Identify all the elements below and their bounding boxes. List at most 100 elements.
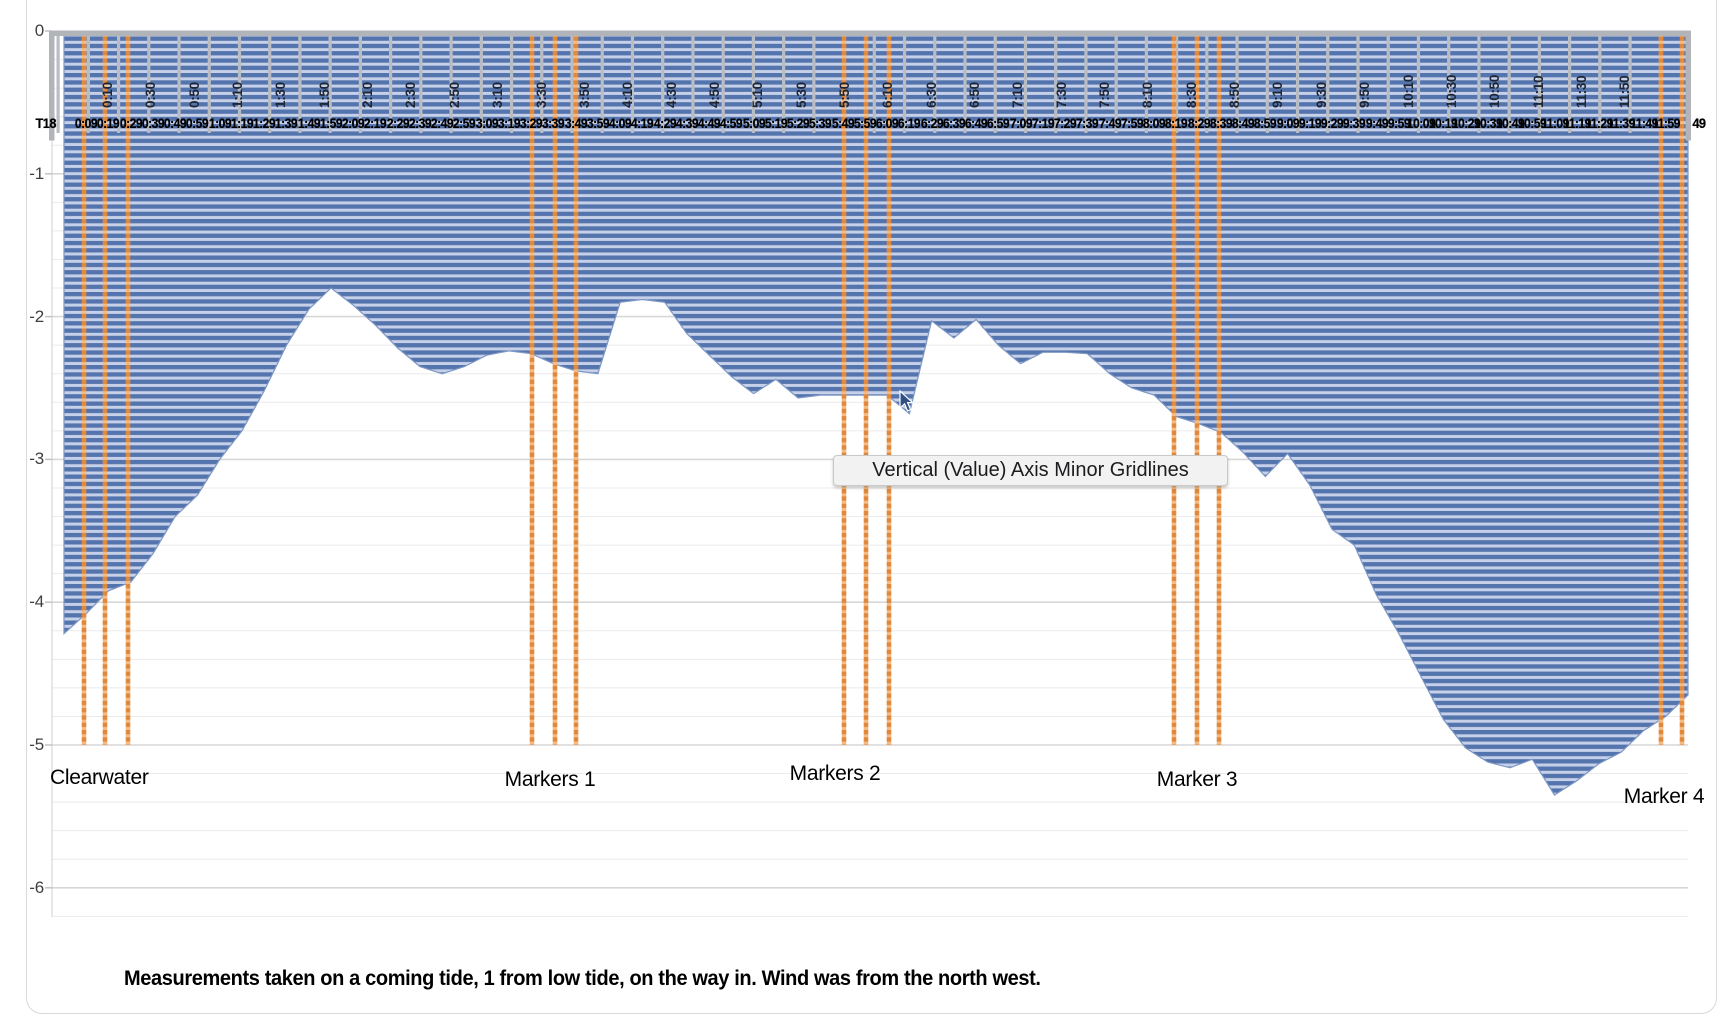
category-separator-bar	[1084, 36, 1088, 133]
category-separator-bar	[570, 36, 574, 133]
marker-series-label[interactable]: Marker 3	[1156, 768, 1238, 791]
point-data-label: 11:49	[1629, 116, 1658, 131]
point-data-label: 7:49	[1098, 116, 1121, 131]
point-data-label: 0:49	[164, 116, 187, 131]
point-data-label: 1:49	[297, 116, 321, 131]
marker-line[interactable]	[529, 33, 535, 745]
value-axis[interactable]	[45, 30, 53, 917]
category-separator-bar	[1386, 36, 1390, 133]
marker-line[interactable]	[1216, 33, 1222, 745]
point-data-label-fragment: 49	[1692, 116, 1706, 131]
category-separator-bar	[1205, 36, 1209, 133]
chart-outer-border	[26, 0, 1717, 1014]
point-data-label: 6:59	[987, 116, 1010, 131]
marker-series-label[interactable]: Clearwater	[50, 766, 149, 789]
point-data-label: 1:19	[230, 116, 254, 131]
marker-line[interactable]	[1679, 33, 1685, 745]
category-separator-bar	[1416, 36, 1421, 133]
point-data-label: 5:59	[853, 116, 877, 131]
point-data-label: 7:09	[1009, 116, 1033, 131]
category-separator-bar	[1175, 36, 1179, 133]
y-axis-label[interactable]: -5	[29, 735, 44, 754]
marker-line-series[interactable]	[81, 33, 1685, 745]
category-separator-bar	[661, 36, 665, 133]
point-data-label: 0:39	[141, 116, 165, 131]
marker-line[interactable]	[1194, 33, 1200, 745]
point-data-label: 1:29	[253, 116, 276, 131]
marker-line[interactable]	[81, 33, 87, 745]
point-data-label: 8:49	[1231, 116, 1255, 131]
y-axis-label[interactable]: -6	[29, 877, 44, 897]
marker-line[interactable]	[863, 33, 869, 745]
category-separator-bar	[902, 36, 907, 133]
category-separator-bar	[1356, 36, 1360, 133]
category-separator-bar	[1023, 36, 1028, 133]
category-separator-bar	[1507, 36, 1511, 133]
point-data-label: 2:09	[342, 116, 365, 131]
point-data-label: 6:19	[898, 116, 921, 131]
point-data-label: 4:19	[631, 116, 654, 131]
marker-line[interactable]	[1658, 33, 1664, 745]
point-data-label: 11:09	[1540, 116, 1569, 131]
y-axis-label[interactable]: -4	[29, 592, 44, 612]
category-separator-bar	[1326, 36, 1330, 133]
point-data-label: 0:19	[97, 116, 120, 131]
category-separator-bar	[177, 36, 181, 133]
category-separator-bar	[56, 36, 60, 133]
category-separator-bar	[419, 36, 423, 133]
category-separator-bar	[993, 36, 997, 133]
point-data-label: 9:49	[1365, 116, 1388, 131]
point-data-label: 10:39	[1473, 116, 1503, 131]
category-separator-bar	[1537, 36, 1541, 133]
category-separator-bar	[449, 36, 453, 133]
mouse-cursor-icon	[899, 389, 915, 417]
point-data-label: 3:59	[586, 116, 610, 131]
marker-line[interactable]	[886, 33, 892, 745]
category-separator-bar	[963, 36, 967, 133]
point-data-label: 9:19	[1298, 116, 1322, 131]
marker-line[interactable]	[573, 33, 579, 745]
category-separator-bar	[1295, 36, 1300, 133]
marker-line[interactable]	[102, 33, 108, 745]
point-data-label: 5:39	[809, 116, 832, 131]
tooltip-text: Vertical (Value) Axis Minor Gridlines	[872, 459, 1189, 481]
y-axis-label[interactable]: 0	[34, 21, 44, 40]
category-separator-bar	[812, 36, 816, 133]
point-data-label: 6:49	[965, 116, 988, 131]
category-separator-bar	[237, 36, 242, 133]
point-data-label: 6:39	[942, 116, 966, 131]
point-data-label: 11:59	[1651, 116, 1680, 131]
point-data-label: 9:39	[1343, 116, 1366, 131]
point-data-label: 3:29	[520, 116, 543, 131]
y-axis-label[interactable]: -1	[29, 163, 44, 183]
category-separator-bar	[600, 36, 604, 133]
category-separator-bar	[1628, 36, 1632, 133]
plot-frame-edge	[49, 30, 1691, 36]
point-data-label: 1:09	[208, 116, 232, 131]
point-data-label: 0:09	[75, 116, 98, 131]
plot-frame-edge	[1685, 30, 1691, 141]
category-separator-bar	[207, 36, 211, 133]
category-separator-bar	[721, 36, 725, 133]
category-separator-bar	[1144, 36, 1148, 133]
category-separator-bar	[389, 36, 393, 133]
point-data-label: 11:19	[1562, 116, 1591, 131]
marker-line[interactable]	[125, 33, 131, 745]
marker-series-label[interactable]: Markers 1	[504, 768, 596, 791]
marker-line[interactable]	[841, 33, 847, 745]
point-data-label: 9:59	[1387, 116, 1411, 131]
y-axis-label[interactable]: -3	[29, 449, 44, 469]
category-separator-bar	[933, 36, 937, 133]
category-separator-bar	[691, 36, 695, 133]
marker-line[interactable]	[552, 33, 558, 745]
category-separator-bar	[782, 36, 786, 133]
marker-line[interactable]	[1171, 33, 1177, 745]
y-axis-label[interactable]: -2	[29, 306, 44, 326]
marker-series-label[interactable]: Markers 2	[789, 762, 881, 785]
category-separator-bar	[1598, 36, 1602, 133]
marker-series-label[interactable]: Marker 4	[1623, 785, 1705, 808]
point-data-label: 1:59	[319, 116, 343, 131]
